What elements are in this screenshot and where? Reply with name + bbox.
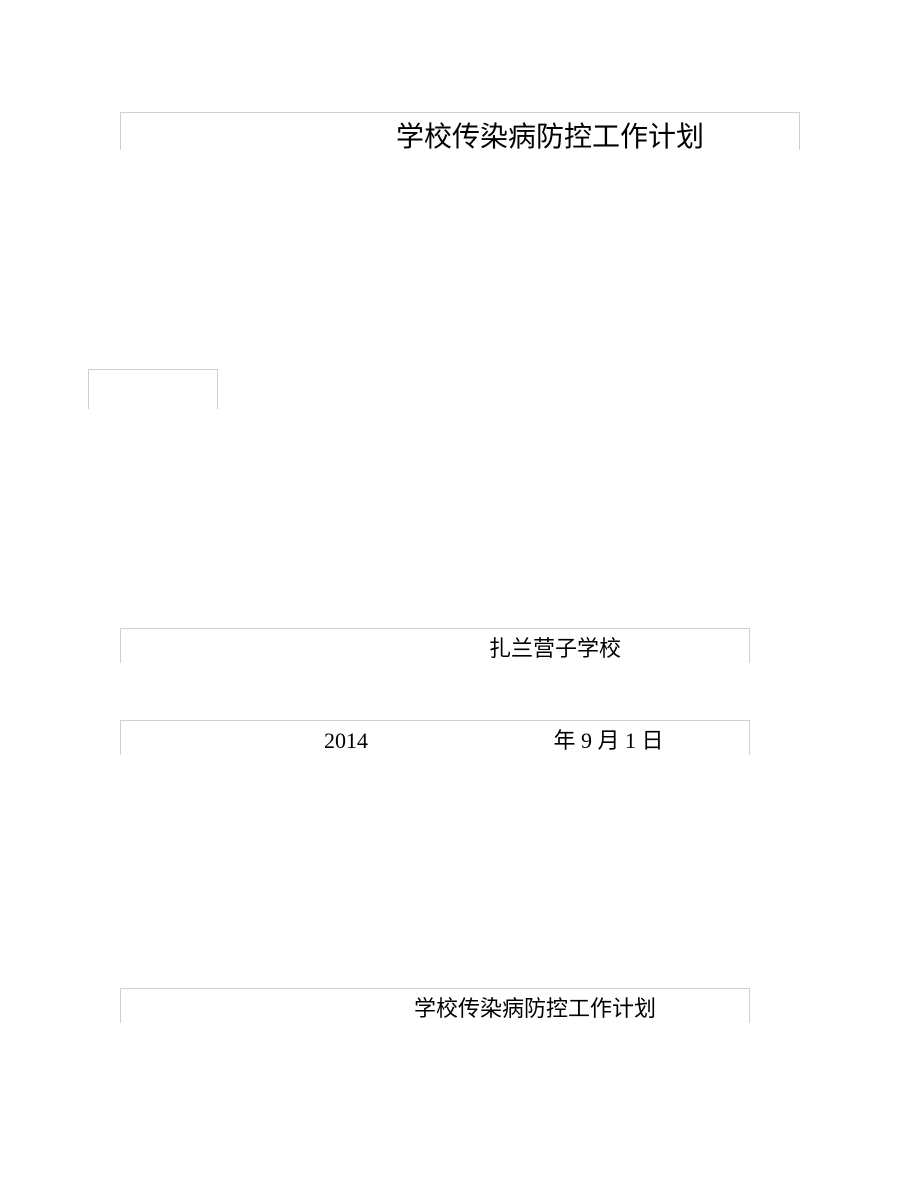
footer-container: 学校传染病防控工作计划 <box>120 988 750 1023</box>
date-line: 2014 年 9 月 1 日 <box>129 723 741 755</box>
title-container: 学校传染病防控工作计划 <box>120 112 800 150</box>
date-container: 2014 年 9 月 1 日 <box>120 720 750 755</box>
school-name: 扎兰营子学校 <box>129 631 741 663</box>
empty-box <box>88 369 218 409</box>
date-suffix-text: 年 9 月 1 日 <box>374 723 664 755</box>
year-text: 2014 <box>129 728 368 754</box>
school-container: 扎兰营子学校 <box>120 628 750 663</box>
document-page: 学校传染病防控工作计划 扎兰营子学校 2014 年 9 月 1 日 学校传染病防… <box>0 0 920 1192</box>
document-title: 学校传染病防控工作计划 <box>129 115 791 155</box>
footer-title: 学校传染病防控工作计划 <box>129 991 741 1023</box>
